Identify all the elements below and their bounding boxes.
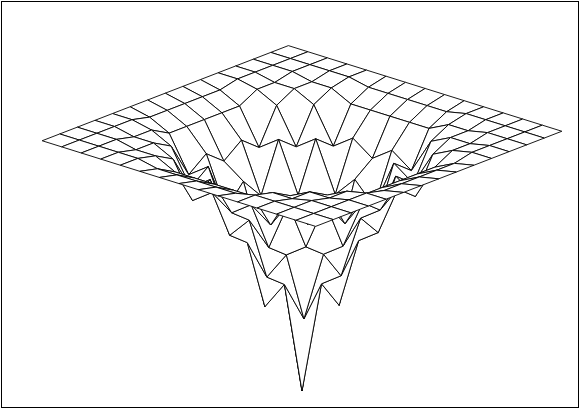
frame [2,2,579,408]
chart [0,0,580,409]
surface-cell [286,247,323,319]
surface-cell [296,213,333,226]
surface [42,46,562,391]
surface-cell [454,152,491,165]
